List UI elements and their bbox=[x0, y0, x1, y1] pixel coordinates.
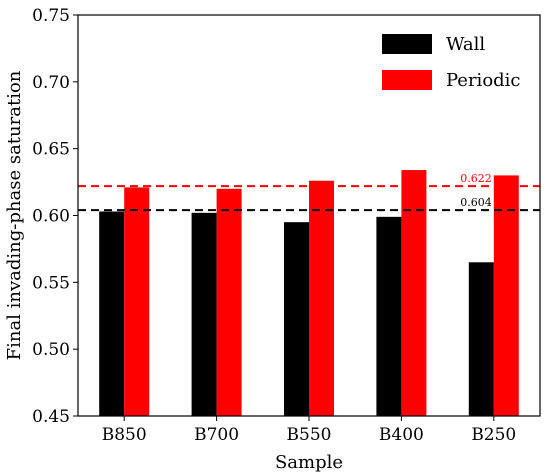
x-tick-label: B850 bbox=[102, 425, 147, 445]
bar-periodic-b400 bbox=[401, 170, 427, 416]
bar-wall-b850 bbox=[99, 211, 125, 416]
y-tick-label: 0.60 bbox=[32, 207, 70, 227]
bar-wall-b250 bbox=[468, 262, 494, 416]
y-tick-label: 0.65 bbox=[32, 140, 70, 160]
x-tick-label: B250 bbox=[471, 425, 516, 445]
x-tick-label: B700 bbox=[194, 425, 239, 445]
legend-swatch-wall bbox=[382, 34, 432, 54]
bar-wall-b700 bbox=[191, 212, 217, 416]
reference-lines-layer: 0.622 0.604 bbox=[78, 172, 540, 212]
legend-label-wall: Wall bbox=[446, 34, 485, 55]
bar-wall-b400 bbox=[376, 216, 402, 416]
x-tick-label: B550 bbox=[287, 425, 332, 445]
bar-periodic-b550 bbox=[309, 180, 334, 416]
y-tick-label: 0.55 bbox=[32, 273, 70, 293]
x-tick-label: B400 bbox=[379, 425, 424, 445]
y-tick-label: 0.50 bbox=[32, 340, 70, 360]
bar-wall-b550 bbox=[284, 222, 309, 416]
legend-label-periodic: Periodic bbox=[446, 70, 521, 91]
x-axis-label: Sample bbox=[275, 452, 343, 473]
legend: Wall Periodic bbox=[382, 34, 521, 91]
y-axis-label: Final invading-phase saturation bbox=[4, 70, 25, 360]
x-axis-ticks: B850 B700 B550 B400 B250 bbox=[102, 416, 516, 445]
reference-label-0.622: 0.622 bbox=[460, 172, 492, 185]
bar-periodic-b850 bbox=[124, 187, 150, 416]
bar-periodic-b250 bbox=[493, 175, 519, 416]
y-tick-label: 0.70 bbox=[32, 73, 70, 93]
y-tick-label: 0.75 bbox=[32, 6, 70, 26]
bars-layer bbox=[99, 170, 519, 416]
y-tick-label: 0.45 bbox=[32, 407, 70, 427]
y-axis-ticks: 0.45 0.50 0.55 0.60 0.65 0.70 0.75 bbox=[32, 6, 78, 427]
bar-periodic-b700 bbox=[216, 188, 242, 416]
reference-label-0.604: 0.604 bbox=[460, 196, 492, 209]
legend-swatch-periodic bbox=[382, 70, 432, 90]
plot-frame bbox=[77, 14, 541, 417]
